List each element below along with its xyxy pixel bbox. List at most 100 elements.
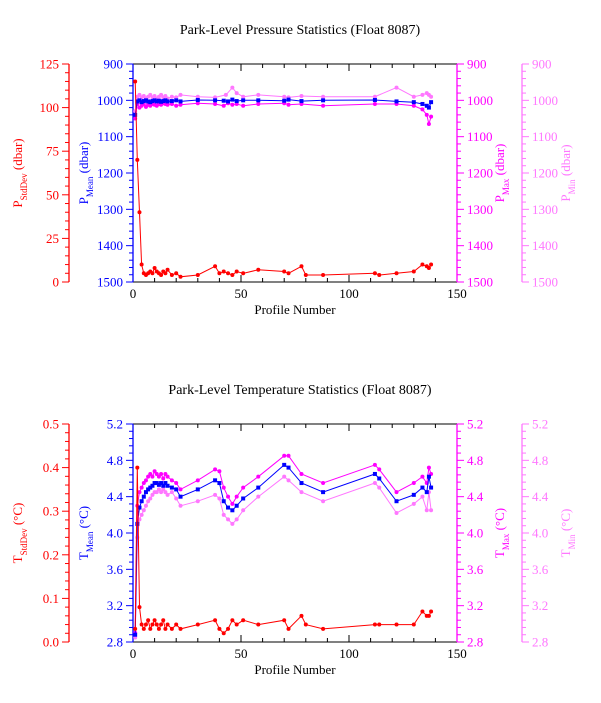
data-point-stddev: [135, 157, 140, 162]
data-point-mean: [282, 98, 287, 103]
data-point-min: [429, 94, 434, 99]
data-point-min: [321, 94, 326, 99]
y-tick-label: 3.6: [532, 562, 549, 577]
data-point-stddev: [169, 626, 174, 631]
data-point-mean: [148, 485, 153, 490]
data-point-mean: [241, 496, 246, 501]
data-point-max: [411, 481, 416, 486]
y-axis-label-main: P: [10, 200, 25, 207]
data-point-mean: [133, 112, 138, 117]
y-tick-label: 0.2: [43, 547, 59, 562]
data-point-mean: [256, 98, 261, 103]
data-point-mean: [178, 494, 183, 499]
data-point-mean: [394, 99, 399, 104]
series-min: [133, 474, 434, 640]
y-axis-label-main: T: [492, 550, 507, 558]
data-point-max: [286, 453, 291, 458]
y-tick-label: 0.0: [43, 635, 59, 650]
data-point-min: [146, 499, 151, 504]
data-point-mean: [154, 99, 159, 104]
data-point-mean: [163, 98, 168, 103]
data-point-mean: [282, 462, 287, 467]
y-tick-label: 3.6: [467, 562, 484, 577]
data-point-min: [139, 512, 144, 517]
data-point-mean: [411, 492, 416, 497]
y-tick-label: 1200: [97, 166, 123, 181]
data-point-mean: [426, 474, 431, 479]
data-point-min: [394, 85, 399, 90]
data-point-stddev: [159, 273, 164, 278]
data-point-mean: [221, 499, 226, 504]
y-tick-label: 1300: [532, 202, 558, 217]
y-tick-label: 1100: [467, 129, 493, 144]
data-point-stddev: [178, 274, 183, 279]
data-point-max: [163, 471, 168, 476]
data-point-max: [241, 103, 246, 108]
chart-panel-0: Park-Level Pressure Statistics (Float 80…: [10, 23, 577, 317]
data-point-mean: [286, 97, 291, 102]
series-min: [133, 85, 434, 114]
data-point-stddev: [154, 622, 159, 627]
y-tick-label: 2.8: [107, 635, 123, 650]
data-point-stddev: [230, 273, 235, 278]
y-tick-label: 4.8: [107, 453, 123, 468]
data-point-max: [377, 467, 382, 472]
data-point-min: [420, 92, 425, 97]
data-point-max: [426, 465, 431, 470]
data-point-min: [256, 494, 261, 499]
y-tick-label: 4.4: [532, 489, 549, 504]
series-max: [133, 101, 434, 126]
y-axis-stddev: 0 25 50 75 100 125 PStdDev (dbar): [10, 57, 70, 290]
y-tick-label: 0.5: [43, 417, 59, 432]
data-point-min: [141, 508, 146, 513]
data-point-min: [377, 485, 382, 490]
data-point-mean: [137, 98, 142, 103]
data-point-min: [178, 503, 183, 508]
data-point-mean: [169, 99, 174, 104]
data-point-mean: [143, 98, 148, 103]
data-point-max: [150, 474, 155, 479]
data-point-mean: [137, 505, 142, 510]
data-point-max: [195, 101, 200, 106]
data-point-stddev: [234, 622, 239, 627]
y-axis-label-main: P: [76, 197, 91, 204]
data-point-stddev: [282, 269, 287, 274]
y-axis-label-sub: Max: [501, 178, 511, 195]
data-point-mean: [163, 481, 168, 486]
data-point-stddev: [137, 605, 142, 610]
data-point-stddev: [195, 622, 200, 627]
data-point-mean: [146, 487, 151, 492]
y-tick-label: 25: [46, 231, 59, 246]
data-point-stddev: [139, 622, 144, 627]
data-point-min: [234, 91, 239, 96]
series-mean: [133, 97, 434, 117]
data-point-max: [137, 490, 142, 495]
data-point-stddev: [241, 271, 246, 276]
data-point-mean: [321, 490, 326, 495]
y-tick-label: 4.8: [467, 453, 483, 468]
y-axis-label: PMean (dbar): [76, 142, 95, 205]
y-axis-label-unit: (dbar): [558, 144, 573, 179]
y-tick-label: 4.0: [107, 526, 123, 541]
data-point-mean: [141, 494, 146, 499]
data-point-max: [169, 478, 174, 483]
data-point-mean: [230, 97, 235, 102]
y-tick-label: 1000: [97, 93, 123, 108]
data-point-min: [221, 512, 226, 517]
data-point-mean: [226, 99, 231, 104]
data-point-mean: [241, 98, 246, 103]
y-axis-min: 2.8 3.2 3.6 4.0 4.4 4.8 5.2 TMin (°C): [521, 417, 577, 650]
y-axis-label-sub: Mean: [85, 531, 95, 552]
data-point-max: [154, 471, 159, 476]
data-point-stddev: [321, 626, 326, 631]
data-point-mean: [152, 98, 157, 103]
data-point-mean: [150, 483, 155, 488]
y-tick-label: 1500: [97, 275, 123, 290]
y-tick-label: 1100: [532, 129, 558, 144]
data-point-max: [321, 103, 326, 108]
data-point-mean: [256, 485, 261, 490]
data-point-stddev: [411, 622, 416, 627]
data-point-min: [156, 487, 161, 492]
data-point-mean: [372, 471, 377, 476]
data-point-stddev: [286, 626, 291, 631]
